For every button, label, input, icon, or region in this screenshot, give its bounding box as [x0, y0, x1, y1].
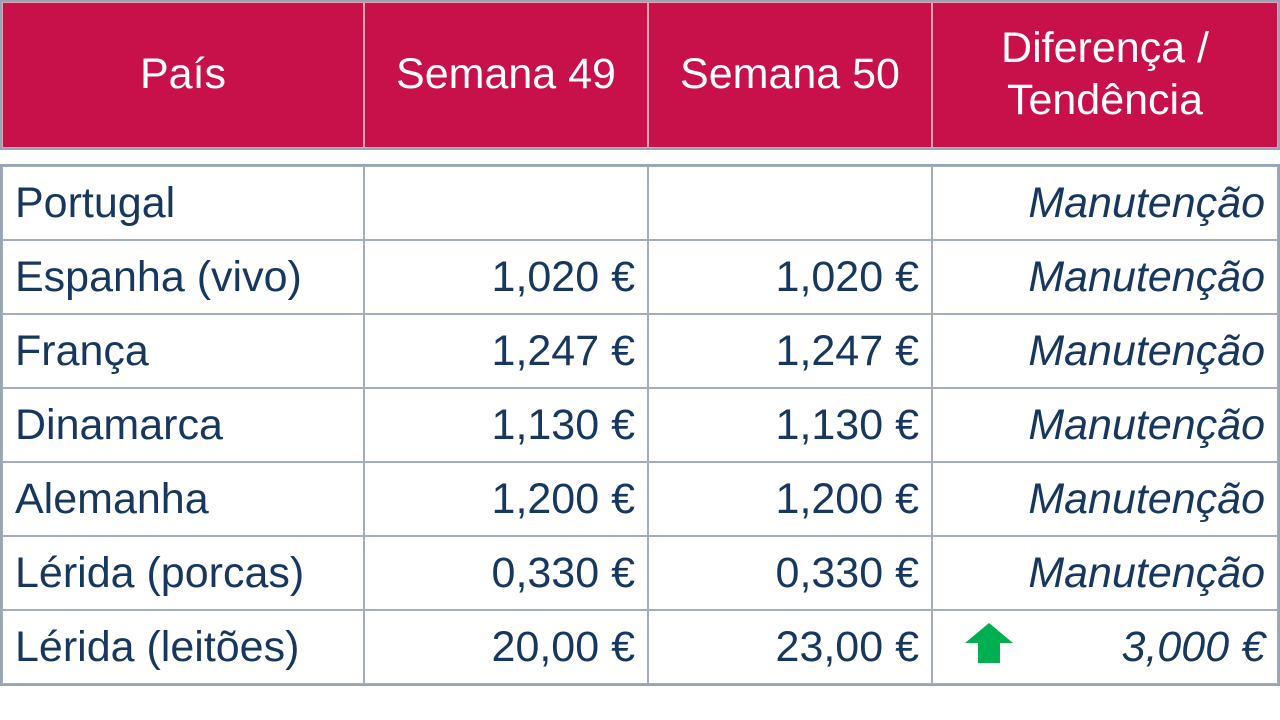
- trend-cell: Manutenção: [932, 462, 1278, 536]
- up-arrow-icon: [965, 623, 1013, 663]
- trend-cell: Manutenção: [932, 314, 1278, 388]
- week50-cell: 1,247 €: [648, 314, 932, 388]
- header-cell: Semana 49: [364, 2, 648, 148]
- week50-cell: 1,200 €: [648, 462, 932, 536]
- trend-cell: Manutenção: [932, 388, 1278, 462]
- country-cell: Lérida (leitões): [2, 610, 364, 684]
- header-cell: Semana 50: [648, 2, 932, 148]
- week49-cell: 1,020 €: [364, 240, 648, 314]
- week50-cell: 23,00 €: [648, 610, 932, 684]
- country-cell: França: [2, 314, 364, 388]
- week50-cell: 1,020 €: [648, 240, 932, 314]
- week49-cell: 0,330 €: [364, 536, 648, 610]
- week50-cell: 0,330 €: [648, 536, 932, 610]
- trend-cell: 3,000 €: [932, 610, 1278, 684]
- up-arrow: [965, 623, 1013, 663]
- week50-cell: [648, 166, 932, 240]
- country-cell: Portugal: [2, 166, 364, 240]
- country-cell: Lérida (porcas): [2, 536, 364, 610]
- country-cell: Espanha (vivo): [2, 240, 364, 314]
- trend-cell: Manutenção: [932, 166, 1278, 240]
- week49-cell: 1,247 €: [364, 314, 648, 388]
- country-cell: Alemanha: [2, 462, 364, 536]
- header-frame: [0, 0, 1280, 150]
- country-cell: Dinamarca: [2, 388, 364, 462]
- week49-cell: [364, 166, 648, 240]
- trend-cell: Manutenção: [932, 536, 1278, 610]
- week49-cell: 1,130 €: [364, 388, 648, 462]
- week49-cell: 1,200 €: [364, 462, 648, 536]
- week49-cell: 20,00 €: [364, 610, 648, 684]
- week50-cell: 1,130 €: [648, 388, 932, 462]
- body-frame: [0, 164, 1280, 686]
- header-cell: País: [2, 2, 364, 148]
- trend-cell: Manutenção: [932, 240, 1278, 314]
- header-cell: Diferença / Tendência: [932, 2, 1278, 148]
